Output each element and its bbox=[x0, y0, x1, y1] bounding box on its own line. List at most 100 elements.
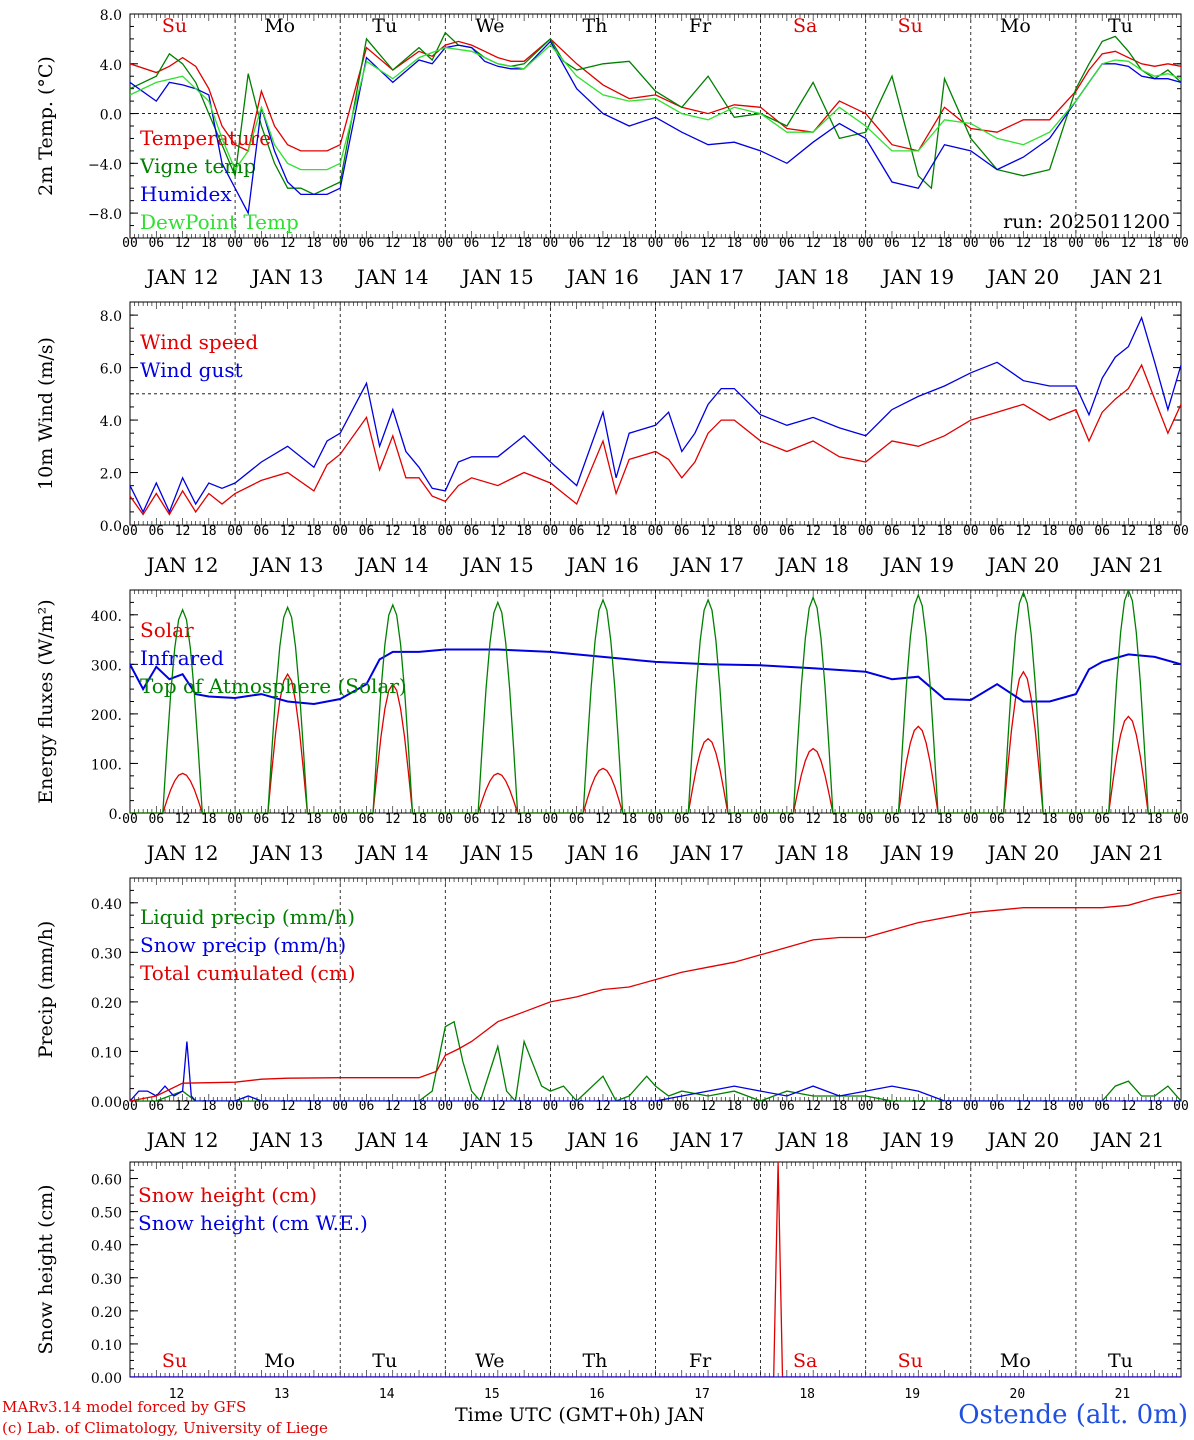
date-label: JAN 12 bbox=[145, 1128, 219, 1152]
weekday-label: Su bbox=[162, 15, 187, 37]
hour-tick-label: 00 bbox=[858, 524, 874, 539]
hour-tick-label: 00 bbox=[1173, 236, 1189, 251]
date-label: JAN 16 bbox=[565, 1128, 639, 1152]
hour-tick-label: 06 bbox=[359, 524, 375, 539]
hour-tick-label: 00 bbox=[543, 524, 559, 539]
date-label: JAN 19 bbox=[880, 265, 954, 289]
y-tick-label: 0.0 bbox=[100, 519, 122, 535]
hour-tick-label: 06 bbox=[1094, 1099, 1110, 1114]
y-tick-label: 400. bbox=[91, 609, 122, 625]
date-label: JAN 20 bbox=[985, 841, 1059, 865]
hour-tick-label: 12 bbox=[910, 812, 926, 827]
date-label: JAN 13 bbox=[250, 1128, 324, 1152]
y-tick-label: 6.0 bbox=[100, 362, 122, 378]
weekday-label: Mo bbox=[1000, 15, 1031, 37]
hour-tick-label: 18 bbox=[1147, 1099, 1163, 1114]
date-label: JAN 21 bbox=[1091, 1128, 1165, 1152]
hour-tick-label: 06 bbox=[359, 236, 375, 251]
y-tick-label: 0. bbox=[109, 807, 122, 823]
hour-tick-label: 12 bbox=[805, 1099, 821, 1114]
weekday-label: Fr bbox=[689, 15, 712, 37]
hour-tick-label: 06 bbox=[148, 524, 164, 539]
hour-tick-label: 18 bbox=[1042, 524, 1058, 539]
credit-line-1: MARv3.14 model forced by GFS bbox=[2, 1398, 247, 1416]
hour-tick-label: 18 bbox=[201, 236, 217, 251]
hour-tick-label: 18 bbox=[516, 1099, 532, 1114]
y-tick-label: 100. bbox=[91, 757, 122, 773]
hour-tick-label: 06 bbox=[779, 236, 795, 251]
hour-tick-label: 12 bbox=[595, 236, 611, 251]
series-line-wind-gust bbox=[130, 315, 1181, 514]
hour-tick-label: 00 bbox=[122, 236, 138, 251]
hour-tick-label: 12 bbox=[700, 812, 716, 827]
hour-tick-label: 06 bbox=[884, 524, 900, 539]
hour-tick-label: 12 bbox=[805, 812, 821, 827]
legend-entry: Wind gust bbox=[140, 358, 243, 382]
date-label: JAN 17 bbox=[670, 265, 744, 289]
legend-entry: Wind speed bbox=[140, 330, 258, 354]
date-label: JAN 20 bbox=[985, 1128, 1059, 1152]
date-label: JAN 12 bbox=[145, 553, 219, 577]
legend-entry: DewPoint Temp bbox=[140, 210, 299, 234]
legend-entry: Total cumulated (cm) bbox=[140, 961, 356, 985]
hour-tick-label: 00 bbox=[858, 1099, 874, 1114]
date-label: JAN 20 bbox=[985, 553, 1059, 577]
hour-tick-label: 06 bbox=[884, 812, 900, 827]
y-axis-label: 2m Temp. (°C) bbox=[35, 56, 57, 196]
hour-tick-label: 12 bbox=[700, 236, 716, 251]
weekday-label: Mo bbox=[1000, 1350, 1031, 1372]
y-tick-label: 0.10 bbox=[91, 1045, 122, 1061]
hour-tick-label: 00 bbox=[122, 812, 138, 827]
weekday-label: Sa bbox=[793, 15, 817, 37]
hour-tick-label: 00 bbox=[437, 1099, 453, 1114]
date-label: JAN 21 bbox=[1091, 265, 1165, 289]
hour-tick-label: 12 bbox=[490, 812, 506, 827]
hour-tick-label: 12 bbox=[1016, 236, 1032, 251]
hour-tick-label: 12 bbox=[1121, 524, 1137, 539]
y-tick-label: 0.00 bbox=[91, 1095, 122, 1111]
y-axis-label: Precip (mm/h) bbox=[35, 921, 57, 1059]
hour-tick-label: 12 bbox=[805, 236, 821, 251]
legend-entry: Liquid precip (mm/h) bbox=[140, 905, 355, 929]
hour-tick-label: 18 bbox=[726, 812, 742, 827]
hour-tick-label: 12 bbox=[490, 236, 506, 251]
hour-tick-label: 12 bbox=[280, 1099, 296, 1114]
weekday-label: Sa bbox=[793, 1350, 817, 1372]
series-line-total-cumulated-cm- bbox=[130, 892, 1181, 1101]
hour-tick-label: 18 bbox=[1147, 236, 1163, 251]
y-tick-label: 0.40 bbox=[91, 1239, 122, 1255]
hour-tick-label: 18 bbox=[832, 236, 848, 251]
date-label: JAN 13 bbox=[250, 265, 324, 289]
hour-tick-label: 18 bbox=[621, 524, 637, 539]
hour-tick-label: 00 bbox=[858, 236, 874, 251]
hour-tick-label: 18 bbox=[1042, 236, 1058, 251]
hour-tick-label: 18 bbox=[937, 524, 953, 539]
hour-tick-label: 12 bbox=[1016, 1099, 1032, 1114]
hour-tick-label: 12 bbox=[700, 1099, 716, 1114]
hour-tick-label: 12 bbox=[1121, 236, 1137, 251]
weekday-label: We bbox=[475, 1350, 504, 1372]
weekday-label: Th bbox=[582, 15, 607, 37]
y-tick-label: −8.0 bbox=[88, 207, 122, 223]
hour-tick-label: 12 bbox=[385, 236, 401, 251]
hour-tick-label: 18 bbox=[411, 812, 427, 827]
hour-tick-label: 18 bbox=[726, 524, 742, 539]
plot-frame bbox=[129, 301, 1182, 526]
day-number-label: 14 bbox=[379, 1387, 395, 1402]
hour-tick-label: 18 bbox=[832, 1099, 848, 1114]
legend-entry: Solar bbox=[140, 618, 194, 642]
date-label: JAN 14 bbox=[355, 841, 429, 865]
hour-tick-label: 18 bbox=[201, 524, 217, 539]
panel-3: 400. 300. 200. 100. 0. Energy fluxes (W/m²) 00… bbox=[35, 589, 1189, 865]
hour-tick-label: 06 bbox=[569, 812, 585, 827]
date-label: JAN 15 bbox=[460, 265, 534, 289]
hour-tick-label: 06 bbox=[148, 1099, 164, 1114]
date-label: JAN 12 bbox=[145, 841, 219, 865]
hour-tick-label: 12 bbox=[595, 1099, 611, 1114]
hour-tick-label: 00 bbox=[332, 1099, 348, 1114]
y-tick-label: 0.30 bbox=[91, 1272, 122, 1288]
y-tick-label: 0.40 bbox=[91, 897, 122, 913]
hour-tick-label: 18 bbox=[516, 812, 532, 827]
series-line-top-of-atmosphere-solar- bbox=[130, 590, 1181, 813]
